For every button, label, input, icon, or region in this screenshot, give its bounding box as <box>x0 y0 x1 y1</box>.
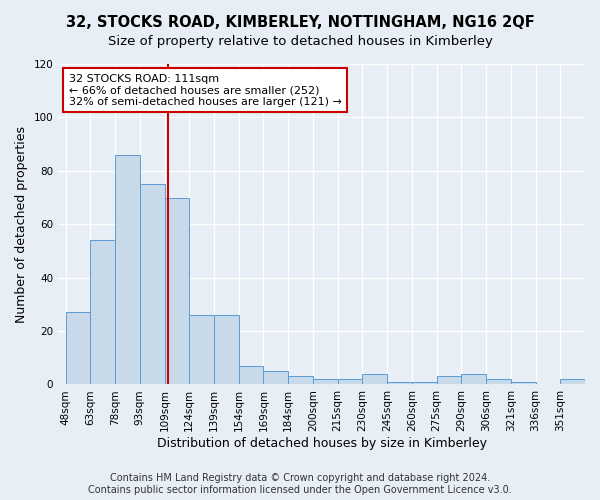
Bar <box>338 379 362 384</box>
Bar <box>65 312 91 384</box>
Bar <box>387 382 412 384</box>
Bar <box>189 315 214 384</box>
Text: 32 STOCKS ROAD: 111sqm
← 66% of detached houses are smaller (252)
32% of semi-de: 32 STOCKS ROAD: 111sqm ← 66% of detached… <box>69 74 341 107</box>
Bar <box>560 379 585 384</box>
Bar <box>437 376 461 384</box>
Text: 32, STOCKS ROAD, KIMBERLEY, NOTTINGHAM, NG16 2QF: 32, STOCKS ROAD, KIMBERLEY, NOTTINGHAM, … <box>65 15 535 30</box>
Bar <box>313 379 338 384</box>
Bar <box>91 240 115 384</box>
Text: Size of property relative to detached houses in Kimberley: Size of property relative to detached ho… <box>107 35 493 48</box>
Bar <box>461 374 486 384</box>
Text: Contains HM Land Registry data © Crown copyright and database right 2024.
Contai: Contains HM Land Registry data © Crown c… <box>88 474 512 495</box>
Bar <box>263 371 288 384</box>
Bar <box>140 184 164 384</box>
Bar <box>288 376 313 384</box>
Bar <box>412 382 437 384</box>
Y-axis label: Number of detached properties: Number of detached properties <box>15 126 28 322</box>
Bar <box>115 155 140 384</box>
Bar <box>362 374 387 384</box>
X-axis label: Distribution of detached houses by size in Kimberley: Distribution of detached houses by size … <box>157 437 487 450</box>
Bar <box>486 379 511 384</box>
Bar <box>239 366 263 384</box>
Bar <box>164 198 189 384</box>
Bar <box>214 315 239 384</box>
Bar <box>511 382 536 384</box>
